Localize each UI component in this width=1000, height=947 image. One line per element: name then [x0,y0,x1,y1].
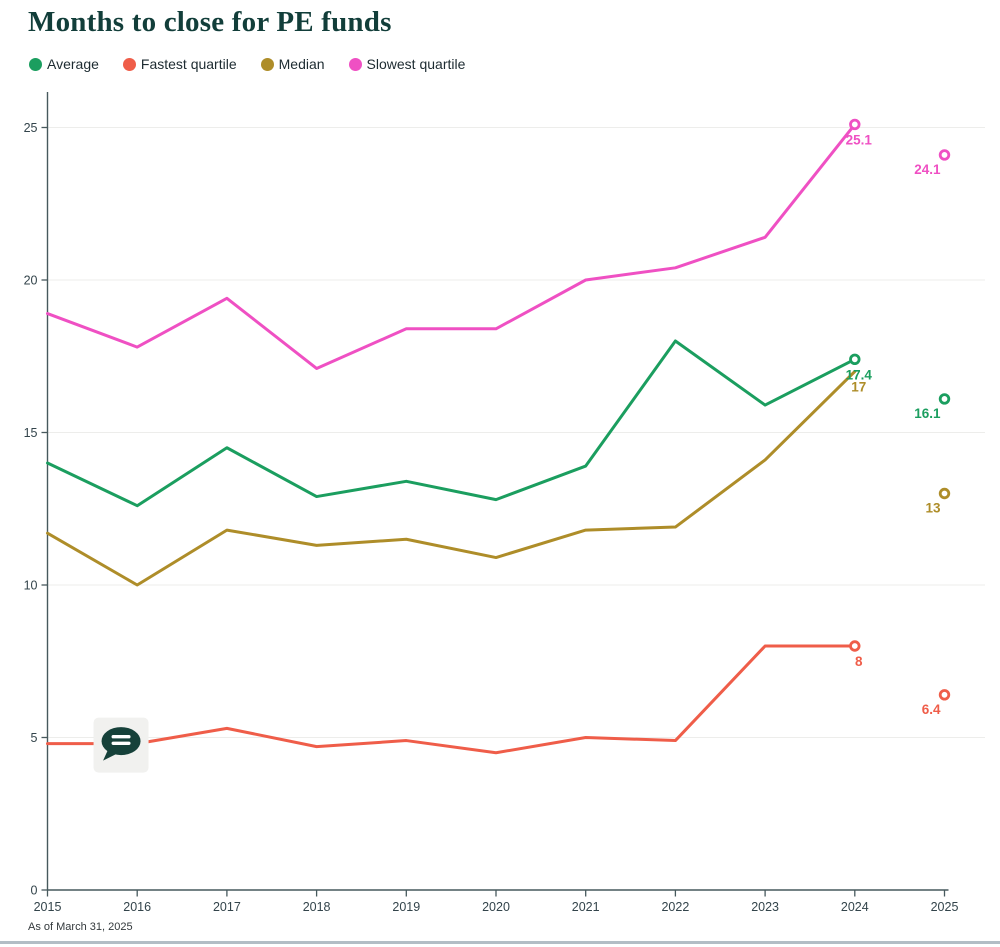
svg-text:25: 25 [24,121,38,135]
svg-text:6.4: 6.4 [922,702,941,717]
svg-text:15: 15 [24,426,38,440]
legend-label-average: Average [47,56,99,72]
svg-text:10: 10 [24,579,38,593]
comment-annotation-icon[interactable] [93,717,149,773]
series-fastest-quartile: 86.4 [46,640,951,755]
chart-title: Months to close for PE funds [28,6,392,38]
svg-text:13: 13 [925,501,941,516]
legend-item-average: Average [29,56,99,72]
legend-item-slowest-quartile: Slowest quartile [348,56,466,72]
bottom-border [0,941,1000,944]
svg-text:17.4: 17.4 [846,367,873,382]
legend-label-fastest-quartile: Fastest quartile [140,56,237,72]
svg-text:8: 8 [855,654,863,669]
svg-text:20: 20 [24,274,38,288]
svg-text:2018: 2018 [303,900,331,914]
legend-item-fastest-quartile: Fastest quartile [122,56,237,72]
svg-text:2017: 2017 [213,900,241,914]
legend-dot-median [260,57,274,71]
footnote: As of March 31, 2025 [28,921,133,933]
svg-text:2019: 2019 [392,900,420,914]
svg-text:2023: 2023 [751,900,779,914]
svg-text:0: 0 [31,884,38,898]
svg-text:2024: 2024 [841,900,869,914]
legend-label-slowest-quartile: Slowest quartile [366,56,466,72]
legend-item-median: Median [260,56,325,72]
x-axis: 2015 2016 2017 2018 2019 2020 2021 2022 2023 2024… [34,889,959,914]
legend-dot-slowest-quartile [348,57,362,71]
svg-text:16.1: 16.1 [914,406,941,421]
svg-text:2020: 2020 [482,900,510,914]
legend-label-median: Median [278,56,325,72]
legend-dot-average [29,57,42,71]
legend: Average Fastest quartile Median Slowest … [29,56,465,72]
svg-text:2015: 2015 [34,900,62,914]
legend-dot-fastest-quartile [122,57,136,71]
svg-text:17: 17 [851,380,866,395]
svg-text:2022: 2022 [661,900,689,914]
gridlines [47,127,985,738]
series-slowest-quartile: 25.1 24.1 [46,118,951,370]
svg-text:5: 5 [31,731,38,745]
svg-text:25.1: 25.1 [846,132,873,147]
series-average: 17.4 16.1 [46,339,951,508]
svg-text:2021: 2021 [572,900,600,914]
svg-text:24.1: 24.1 [914,162,941,177]
y-axis: 0 5 10 15 20 25 [24,92,49,898]
svg-text:2016: 2016 [123,900,151,914]
svg-text:2025: 2025 [931,900,959,914]
